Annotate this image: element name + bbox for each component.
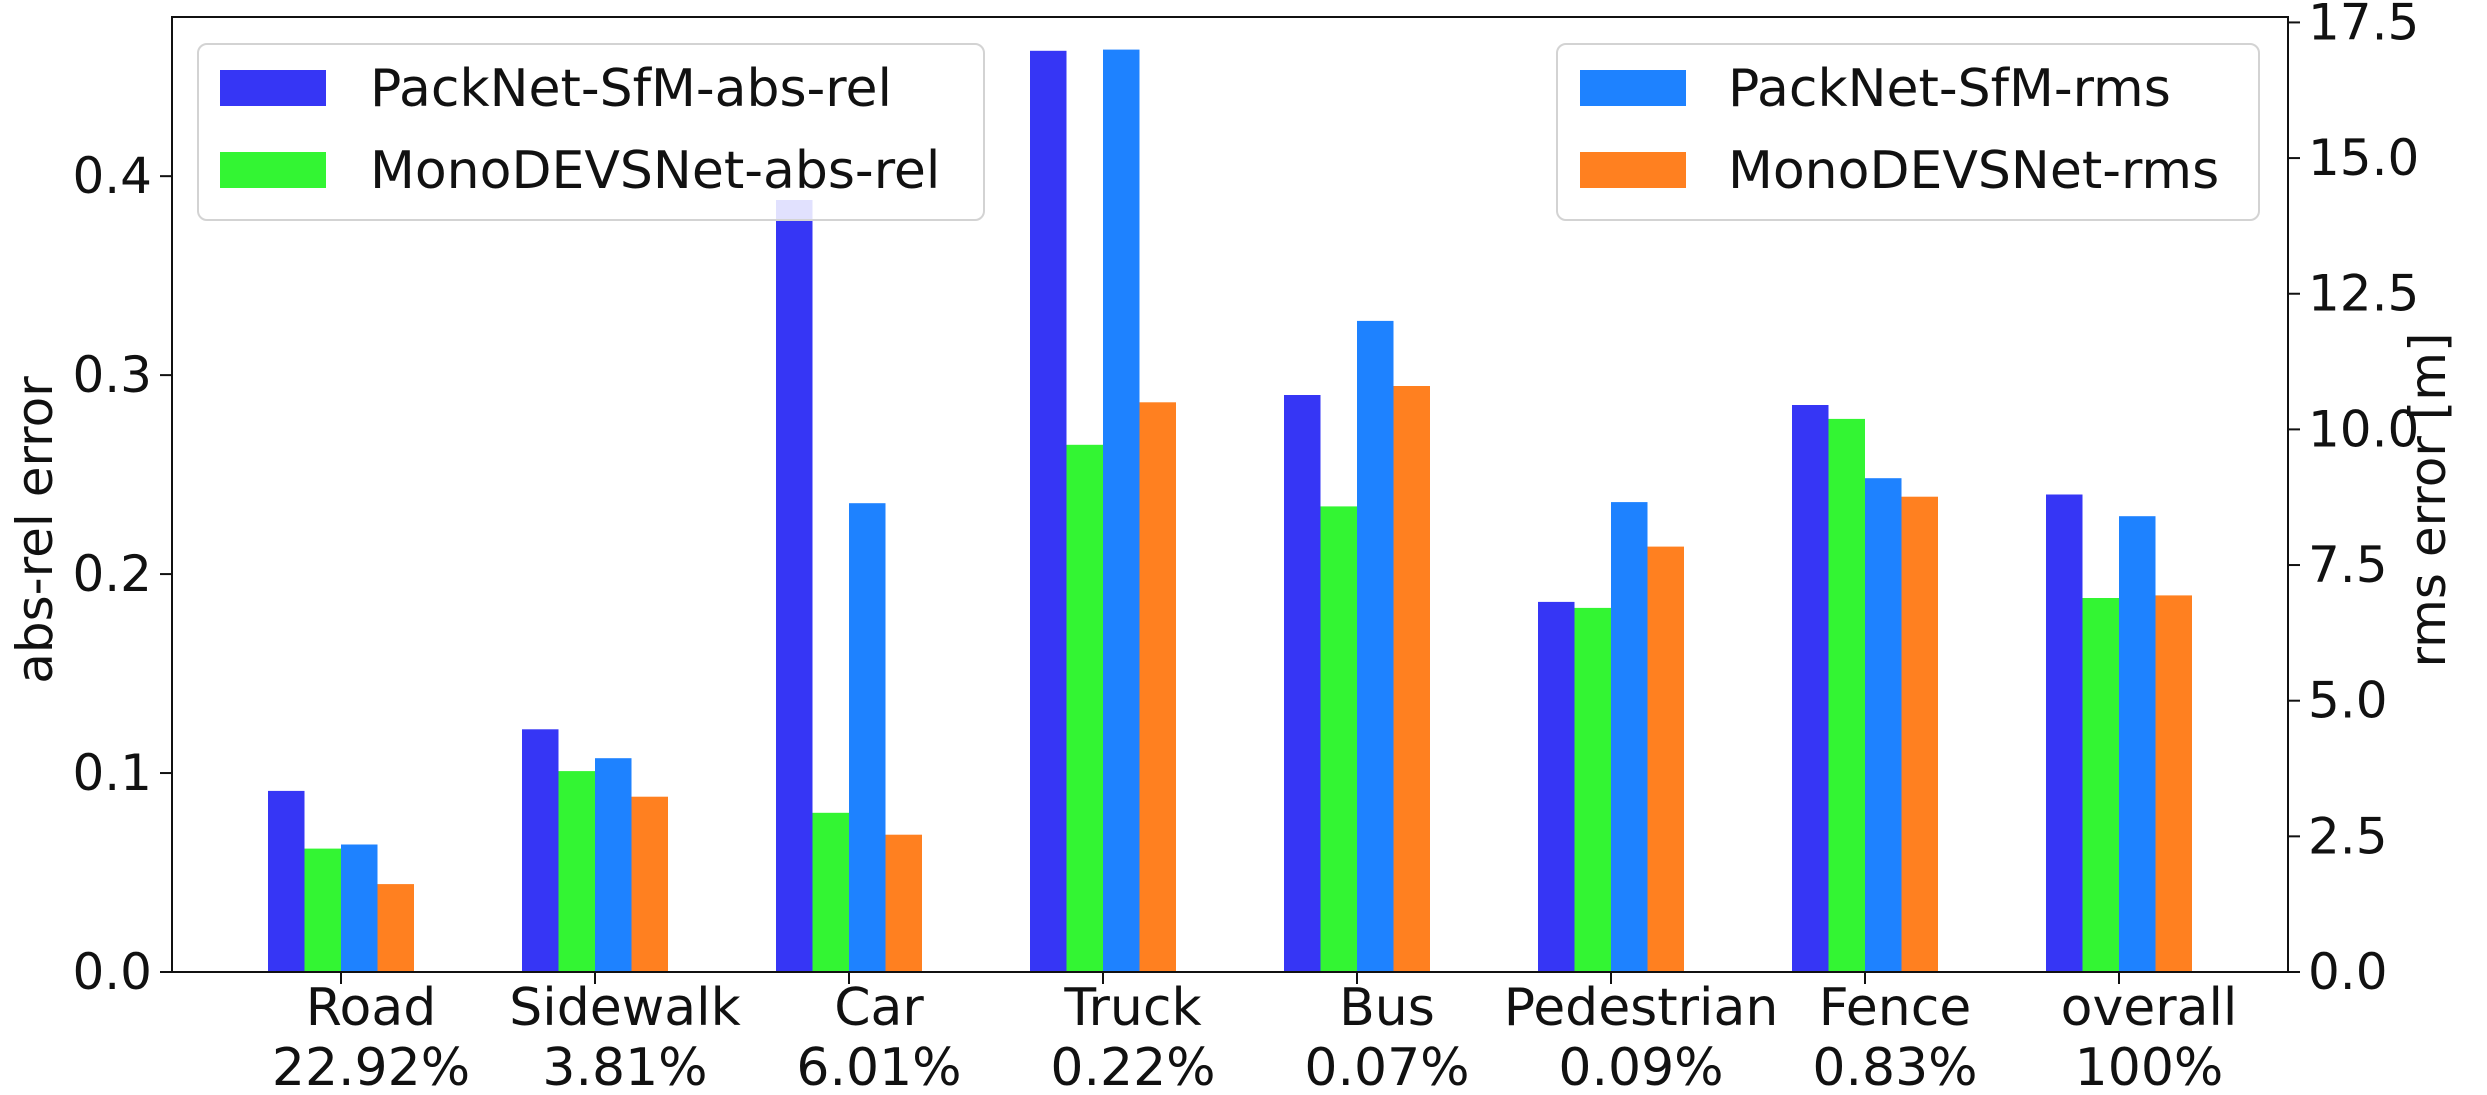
bar-packnet-sfm-rms-truck — [1103, 49, 1140, 973]
bar-monodevsnet-abs-rel-car — [812, 812, 849, 972]
left-tick-label: 0.0 — [72, 943, 152, 1001]
bar-packnet-sfm-rms-road — [341, 844, 378, 972]
bar-monodevsnet-abs-rel-pedestrian — [1574, 607, 1611, 972]
x-category-label: Truck — [1063, 978, 1201, 1038]
x-category-label: Bus — [1339, 978, 1435, 1038]
right-tick-label: 7.5 — [2308, 536, 2388, 594]
x-category-label: Sidewalk — [509, 978, 740, 1038]
right-axis-title: rms error [m] — [2399, 333, 2457, 668]
legend-left: PackNet-SfM-abs-rel MonoDEVSNet-abs-rel — [197, 43, 985, 221]
x-category-percentage: 0.22% — [1050, 1038, 1215, 1095]
bar-packnet-sfm-abs-rel-car — [776, 200, 813, 972]
bar-packnet-sfm-abs-rel-road — [268, 790, 305, 972]
left-axis: 0.0 0.1 0.2 0.3 0.4 — [72, 147, 172, 1001]
right-axis: 0.0 2.5 5.0 7.5 10.0 12.5 15.0 17.5 — [2288, 0, 2419, 1001]
bar-packnet-sfm-rms-overall — [2119, 516, 2156, 972]
right-tick-label: 0.0 — [2308, 943, 2388, 1001]
bar-packnet-sfm-abs-rel-bus — [1284, 395, 1321, 972]
x-category-percentage: 0.09% — [1558, 1038, 1723, 1095]
bar-monodevsnet-abs-rel-truck — [1066, 444, 1103, 972]
bar-packnet-sfm-rms-car — [849, 503, 886, 972]
legend-left-frame — [197, 43, 985, 221]
x-category-label: Road — [306, 978, 436, 1038]
legend-swatch-packnet-absrel — [220, 70, 326, 106]
bar-monodevsnet-rms-overall — [2155, 595, 2192, 972]
x-category-percentage: 0.07% — [1304, 1038, 1469, 1095]
left-tick-label: 0.1 — [72, 744, 152, 802]
legend-label-monodevs-absrel: MonoDEVSNet-abs-rel — [370, 141, 940, 201]
plot-frame — [171, 16, 2289, 973]
bar-monodevsnet-abs-rel-bus — [1320, 506, 1357, 972]
x-category-percentage: 22.92% — [272, 1038, 470, 1095]
right-tick-label: 15.0 — [2308, 129, 2419, 187]
x-category-percentage: 6.01% — [796, 1038, 961, 1095]
right-tick-label: 2.5 — [2308, 807, 2388, 865]
bar-monodevsnet-rms-car — [885, 834, 922, 972]
x-category-label: overall — [2061, 978, 2238, 1038]
right-tick-label: 5.0 — [2308, 672, 2388, 730]
legend-right: PackNet-SfM-rms MonoDEVSNet-rms — [1556, 43, 2260, 221]
bar-monodevsnet-abs-rel-road — [304, 848, 341, 972]
x-category-label: Pedestrian — [1504, 978, 1779, 1038]
bar-monodevsnet-abs-rel-fence — [1828, 418, 1865, 972]
bar-packnet-sfm-rms-fence — [1865, 478, 1902, 972]
bar-monodevsnet-rms-bus — [1393, 386, 1430, 972]
bar-monodevsnet-rms-truck — [1139, 402, 1176, 972]
x-category-percentage: 3.81% — [542, 1038, 707, 1095]
bar-packnet-sfm-abs-rel-pedestrian — [1538, 601, 1575, 972]
left-axis-title: abs-rel error — [6, 376, 64, 684]
bar-monodevsnet-rms-sidewalk — [631, 796, 668, 972]
left-tick-label: 0.4 — [72, 147, 152, 205]
left-tick-label: 0.3 — [72, 346, 152, 404]
legend-right-frame — [1556, 43, 2260, 221]
legend-swatch-monodevs-absrel — [220, 152, 326, 188]
x-category-label: Car — [834, 978, 924, 1038]
legend-label-monodevs-rms: MonoDEVSNet-rms — [1728, 141, 2219, 201]
legend-swatch-packnet-rms — [1580, 70, 1686, 106]
bars-layer — [268, 49, 2192, 973]
bar-packnet-sfm-rms-sidewalk — [595, 758, 632, 972]
legend-swatch-monodevs-rms — [1580, 152, 1686, 188]
bar-packnet-sfm-abs-rel-sidewalk — [522, 729, 559, 972]
right-tick-label: 12.5 — [2308, 265, 2419, 323]
left-tick-label: 0.2 — [72, 545, 152, 603]
bar-packnet-sfm-abs-rel-fence — [1792, 405, 1829, 972]
right-tick-label: 10.0 — [2308, 400, 2419, 458]
right-tick-label: 17.5 — [2308, 0, 2419, 51]
bar-monodevsnet-abs-rel-overall — [2082, 598, 2119, 972]
bar-monodevsnet-rms-road — [377, 884, 414, 972]
bar-packnet-sfm-abs-rel-truck — [1030, 50, 1067, 973]
bar-monodevsnet-rms-pedestrian — [1647, 546, 1684, 972]
legend-label-packnet-absrel: PackNet-SfM-abs-rel — [370, 59, 892, 119]
x-category-percentage: 0.83% — [1812, 1038, 1977, 1095]
bar-packnet-sfm-abs-rel-overall — [2046, 494, 2083, 972]
bar-packnet-sfm-rms-bus — [1357, 320, 1394, 972]
legend-label-packnet-rms: PackNet-SfM-rms — [1728, 59, 2171, 119]
bar-monodevsnet-abs-rel-sidewalk — [558, 771, 595, 972]
x-category-percentage: 100% — [2075, 1038, 2224, 1095]
bar-monodevsnet-rms-fence — [1901, 496, 1938, 972]
x-category-label: Fence — [1819, 978, 1972, 1038]
bar-packnet-sfm-rms-pedestrian — [1611, 502, 1648, 972]
